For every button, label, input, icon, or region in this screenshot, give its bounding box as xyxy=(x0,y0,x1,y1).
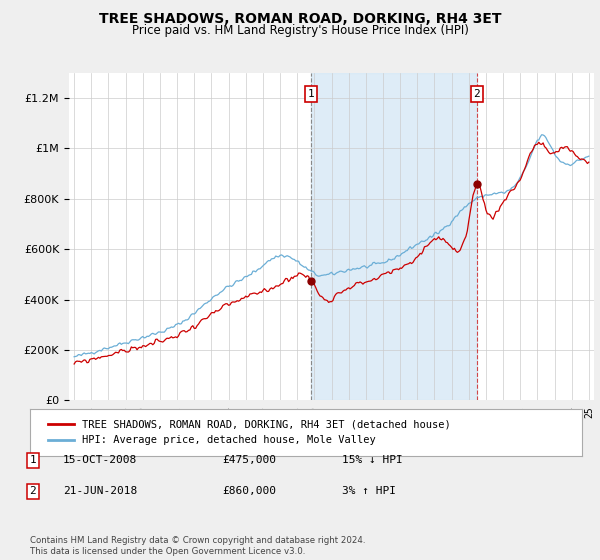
Text: 1: 1 xyxy=(308,89,314,99)
Text: £860,000: £860,000 xyxy=(222,486,276,496)
Text: 2: 2 xyxy=(29,486,37,496)
Text: 3% ↑ HPI: 3% ↑ HPI xyxy=(342,486,396,496)
Text: Price paid vs. HM Land Registry's House Price Index (HPI): Price paid vs. HM Land Registry's House … xyxy=(131,24,469,36)
Text: 1: 1 xyxy=(29,455,37,465)
Text: 15% ↓ HPI: 15% ↓ HPI xyxy=(342,455,403,465)
Text: 21-JUN-2018: 21-JUN-2018 xyxy=(63,486,137,496)
Text: TREE SHADOWS, ROMAN ROAD, DORKING, RH4 3ET: TREE SHADOWS, ROMAN ROAD, DORKING, RH4 3… xyxy=(99,12,501,26)
Text: Contains HM Land Registry data © Crown copyright and database right 2024.
This d: Contains HM Land Registry data © Crown c… xyxy=(30,536,365,556)
Text: £475,000: £475,000 xyxy=(222,455,276,465)
Text: 2: 2 xyxy=(473,89,480,99)
Bar xyxy=(311,73,477,400)
Text: 15-OCT-2008: 15-OCT-2008 xyxy=(63,455,137,465)
Legend: TREE SHADOWS, ROMAN ROAD, DORKING, RH4 3ET (detached house), HPI: Average price,: TREE SHADOWS, ROMAN ROAD, DORKING, RH4 3… xyxy=(41,413,458,452)
